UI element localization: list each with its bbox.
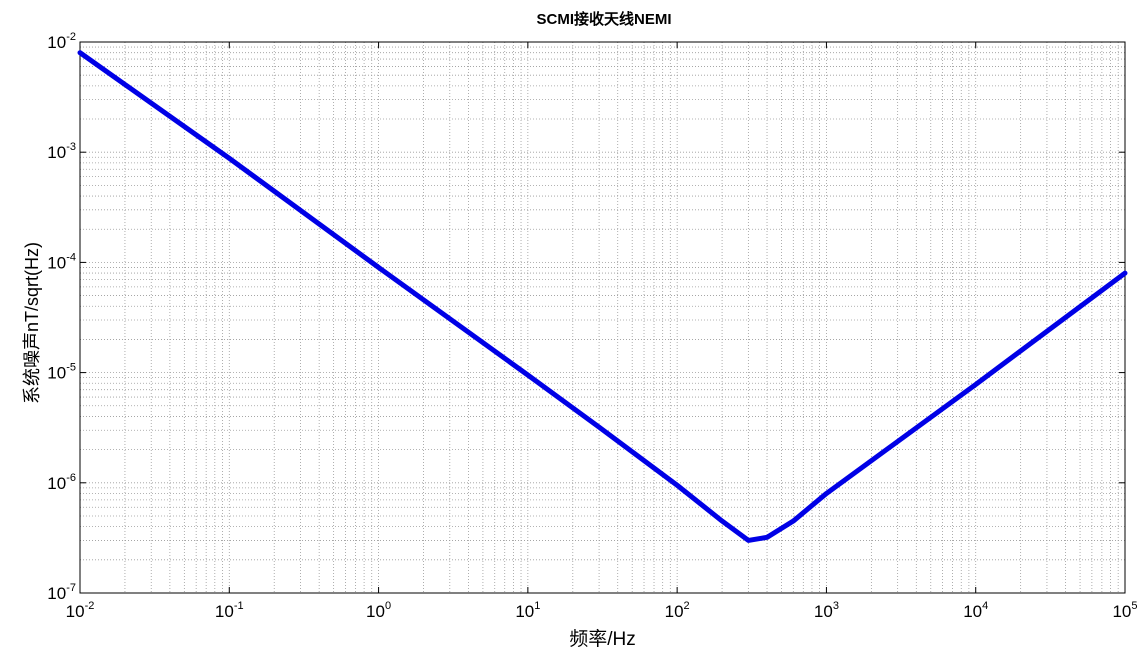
grid-lines — [80, 42, 1125, 593]
series-line — [77, 50, 1128, 543]
y-axis-label: 系统噪声nT/sqrt(Hz) — [22, 242, 42, 404]
series-layer — [77, 50, 1128, 543]
y-tick-label: 10-7 — [47, 582, 76, 603]
x-tick-label: 102 — [665, 600, 690, 621]
y-tick-label: 10-4 — [47, 251, 76, 272]
y-tick-label: 10-6 — [47, 472, 76, 493]
x-tick-label: 104 — [963, 600, 988, 621]
x-tick-label: 100 — [366, 600, 391, 621]
x-tick-label: 105 — [1112, 600, 1137, 621]
y-tick-label: 10-3 — [47, 141, 76, 162]
y-tick-label: 10-2 — [47, 31, 76, 52]
x-tick-label: 10-1 — [215, 600, 244, 621]
chart-title: SCMI接收天线NEMI — [536, 11, 672, 28]
x-tick-label: 10-2 — [66, 600, 95, 621]
x-axis-label: 频率/Hz — [569, 629, 636, 650]
x-tick-labels: 10-2 10-1 100 101 102 103 104 105 — [66, 600, 1138, 621]
plot-frame — [79, 41, 1126, 594]
tick-marks — [79, 41, 1126, 594]
y-tick-label: 10-5 — [47, 362, 76, 383]
x-tick-label: 103 — [814, 600, 839, 621]
x-tick-label: 101 — [515, 600, 540, 621]
y-tick-labels: 10-7 10-6 10-5 10-4 10-3 10-2 — [47, 31, 76, 603]
